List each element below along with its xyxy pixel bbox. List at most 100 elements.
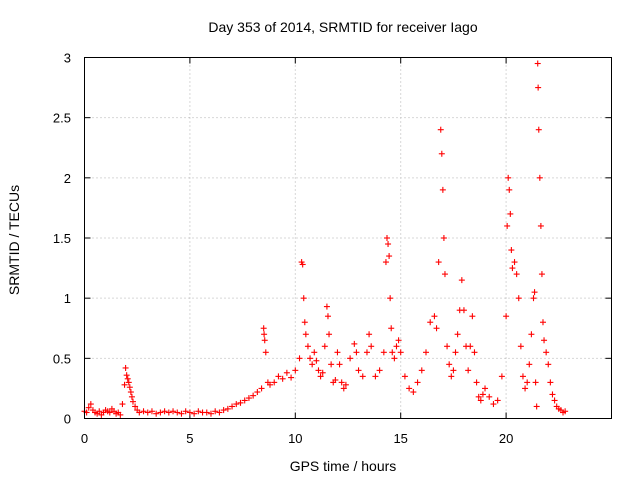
data-point — [250, 392, 257, 399]
data-point — [531, 289, 538, 296]
x-tick-label: 10 — [288, 431, 302, 446]
data-point — [519, 373, 526, 380]
y-tick-label: 0 — [64, 412, 71, 427]
data-point — [397, 349, 404, 356]
data-point — [538, 271, 545, 278]
x-axis-label: GPS time / hours — [290, 458, 397, 474]
data-point — [122, 364, 129, 371]
data-point — [324, 313, 331, 320]
data-point — [319, 369, 326, 376]
data-point — [313, 357, 320, 364]
data-point — [395, 337, 402, 344]
data-point — [410, 389, 417, 396]
data-point — [245, 395, 252, 402]
data-point — [353, 349, 360, 356]
data-point — [385, 241, 392, 248]
data-point — [437, 126, 444, 133]
data-point — [454, 331, 461, 338]
data-point — [233, 401, 240, 408]
data-point — [467, 343, 474, 350]
grid-lines — [84, 57, 612, 419]
data-point — [254, 389, 261, 396]
data-point — [505, 174, 512, 181]
data-point — [216, 409, 223, 416]
data-point — [562, 408, 569, 415]
x-tick-label: 0 — [81, 431, 88, 446]
data-point — [427, 319, 434, 326]
data-point — [541, 337, 548, 344]
data-point — [511, 259, 518, 266]
data-point — [515, 295, 522, 302]
data-point — [267, 381, 274, 388]
data-point — [401, 373, 408, 380]
data-point — [136, 409, 143, 416]
data-point — [260, 325, 267, 332]
data-point — [326, 331, 333, 338]
data-point — [386, 253, 393, 260]
data-point — [376, 367, 383, 374]
x-tick-labels: 0 5 10 15 20 — [81, 431, 513, 446]
data-point — [460, 307, 467, 314]
data-point — [323, 303, 330, 310]
data-point — [435, 259, 442, 266]
data-point — [532, 379, 539, 386]
data-point — [283, 369, 290, 376]
data-point — [509, 265, 516, 272]
data-point — [336, 361, 343, 368]
data-point — [389, 349, 396, 356]
data-point — [302, 331, 309, 338]
data-point — [229, 403, 236, 410]
data-point — [338, 379, 345, 386]
data-point — [380, 349, 387, 356]
x-tick-label: 20 — [499, 431, 513, 446]
data-point — [127, 389, 134, 396]
data-point — [191, 410, 198, 417]
data-point — [296, 355, 303, 362]
y-tick-labels: 0 0.5 1 1.5 2 2.5 3 — [53, 51, 71, 427]
data-point — [537, 222, 544, 229]
data-point — [224, 405, 231, 412]
data-point — [534, 60, 541, 67]
data-point — [220, 407, 227, 414]
data-point — [241, 397, 248, 404]
data-point — [299, 261, 306, 268]
data-point — [452, 349, 459, 356]
data-point — [140, 408, 147, 415]
data-point — [458, 277, 465, 284]
data-point — [148, 408, 155, 415]
data-point — [85, 404, 92, 411]
data-point — [539, 319, 546, 326]
data-point — [307, 355, 314, 362]
data-point — [490, 401, 497, 408]
y-tick-label: 3 — [64, 51, 71, 66]
data-point — [498, 373, 505, 380]
data-point — [438, 150, 445, 157]
data-point — [165, 409, 172, 416]
data-point — [551, 397, 558, 404]
data-point — [494, 397, 501, 404]
data-point — [292, 367, 299, 374]
data-point — [96, 408, 103, 415]
data-point — [387, 295, 394, 302]
data-point — [482, 385, 489, 392]
data-point — [124, 375, 131, 382]
data-point — [504, 222, 511, 229]
data-point — [422, 349, 429, 356]
data-point — [311, 349, 318, 356]
data-point — [125, 379, 132, 386]
data-point — [258, 385, 265, 392]
data-point — [535, 126, 542, 133]
data-point — [123, 372, 130, 379]
data-point — [178, 410, 185, 417]
data-point — [475, 393, 482, 400]
data-point — [271, 379, 278, 386]
y-tick-label: 1.5 — [53, 231, 71, 246]
data-point — [524, 379, 531, 386]
data-point — [288, 374, 295, 381]
data-point — [117, 411, 124, 418]
plot-frame — [84, 57, 612, 419]
data-point — [128, 393, 135, 400]
data-point — [446, 361, 453, 368]
data-point — [526, 361, 533, 368]
data-point — [161, 408, 168, 415]
